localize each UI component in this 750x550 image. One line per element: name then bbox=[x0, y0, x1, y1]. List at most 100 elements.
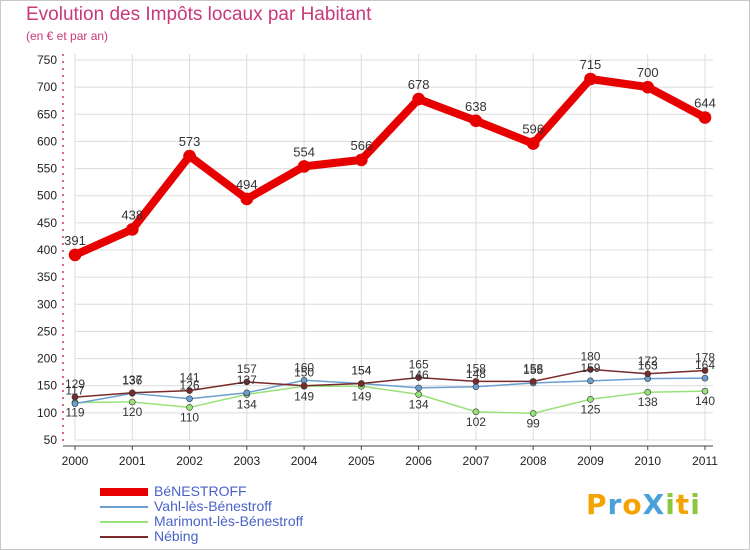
data-point bbox=[186, 395, 193, 403]
data-point bbox=[128, 398, 136, 406]
logo-letter: i bbox=[690, 488, 701, 521]
legend-item: BéNESTROFF bbox=[100, 483, 430, 499]
data-point bbox=[243, 389, 251, 397]
legend-swatch bbox=[100, 488, 148, 496]
data-label: 172 bbox=[638, 354, 658, 368]
data-label: 438 bbox=[121, 207, 143, 222]
legend-item: Marimont-lès-Bénestroff bbox=[100, 513, 430, 529]
data-point bbox=[240, 192, 254, 206]
data-label: 154 bbox=[351, 364, 371, 378]
axes: 50 100 150 200 250 300 350 400 450 500 550 600 650 70… bbox=[37, 53, 718, 468]
data-label: 700 bbox=[637, 65, 659, 80]
series-line-2 bbox=[74, 385, 706, 415]
x-tick-label: 2008 bbox=[520, 454, 547, 468]
data-label: 120 bbox=[122, 405, 142, 419]
x-tick-label: 2003 bbox=[233, 454, 260, 468]
data-point bbox=[584, 72, 597, 86]
data-label: 715 bbox=[580, 57, 602, 72]
y-tick-label: 500 bbox=[37, 189, 57, 203]
data-point bbox=[300, 382, 308, 390]
series-line-0 bbox=[71, 75, 709, 259]
x-tick-label: 2004 bbox=[291, 454, 318, 468]
data-label: 136 bbox=[122, 373, 142, 387]
chart-title: Evolution des Impôts locaux par Habitant bbox=[26, 4, 372, 25]
proxiti-logo: ProXiti bbox=[586, 488, 701, 521]
data-label: 141 bbox=[180, 371, 200, 385]
data-point bbox=[644, 388, 652, 396]
x-tick-label: 2001 bbox=[119, 454, 146, 468]
data-label: 134 bbox=[409, 397, 429, 411]
data-point bbox=[529, 410, 537, 417]
data-point bbox=[469, 114, 483, 128]
data-label: 99 bbox=[527, 416, 541, 430]
data-point bbox=[472, 408, 480, 416]
data-point bbox=[587, 366, 594, 373]
data-label: 573 bbox=[179, 134, 201, 149]
data-label: 149 bbox=[294, 389, 314, 403]
data-label: 146 bbox=[409, 368, 429, 382]
legend-label: Nébing bbox=[154, 528, 199, 544]
y-tick-label: 750 bbox=[37, 53, 57, 67]
y-tick-label: 650 bbox=[37, 107, 57, 121]
y-tick-label: 700 bbox=[37, 80, 57, 94]
y-tick-label: 350 bbox=[37, 270, 57, 284]
data-point bbox=[71, 393, 79, 401]
data-point bbox=[701, 387, 709, 395]
logo-letter: P bbox=[586, 488, 608, 521]
y-tick-label: 550 bbox=[37, 162, 57, 176]
data-label: 137 bbox=[237, 373, 257, 387]
data-point bbox=[701, 367, 709, 374]
data-label: 140 bbox=[695, 394, 715, 408]
y-tick-label: 50 bbox=[44, 433, 58, 447]
data-point bbox=[472, 378, 480, 385]
data-point bbox=[415, 374, 422, 381]
y-tick-label: 250 bbox=[37, 324, 57, 338]
data-point bbox=[701, 374, 709, 382]
data-point bbox=[71, 400, 79, 407]
data-point bbox=[128, 389, 136, 397]
data-label: 159 bbox=[580, 361, 600, 375]
data-label: 117 bbox=[65, 384, 84, 398]
data-label: 160 bbox=[294, 360, 314, 374]
data-label: 134 bbox=[237, 397, 257, 411]
x-tick-label: 2006 bbox=[405, 454, 432, 468]
y-tick-label: 100 bbox=[37, 406, 57, 420]
data-label: 126 bbox=[180, 379, 200, 393]
data-label: 129 bbox=[65, 377, 85, 391]
data-label: 554 bbox=[293, 144, 315, 159]
data-label: 678 bbox=[408, 77, 430, 92]
data-point bbox=[526, 137, 540, 150]
logo-letter: r bbox=[607, 488, 623, 521]
data-label: 165 bbox=[409, 358, 429, 372]
data-point bbox=[186, 387, 193, 394]
legend-swatch bbox=[100, 521, 148, 523]
data-label: 391 bbox=[64, 233, 86, 248]
data-label: 110 bbox=[180, 410, 199, 424]
data-point bbox=[529, 378, 537, 385]
data-label: 163 bbox=[638, 359, 658, 373]
data-label: 178 bbox=[695, 351, 715, 365]
data-point bbox=[412, 92, 425, 106]
legend: BéNESTROFF Vahl-lès-Bénestroff Marimont-lè… bbox=[100, 483, 430, 544]
y-tick-label: 450 bbox=[37, 216, 57, 230]
data-point bbox=[472, 383, 480, 391]
data-point bbox=[587, 377, 594, 385]
data-label: 158 bbox=[523, 361, 543, 375]
data-point bbox=[415, 384, 422, 392]
x-tick-label: 2010 bbox=[634, 454, 661, 468]
data-point bbox=[243, 378, 251, 386]
data-point bbox=[68, 248, 82, 262]
data-point bbox=[183, 149, 196, 163]
data-point bbox=[415, 391, 422, 398]
data-label: 164 bbox=[695, 358, 715, 372]
x-tick-label: 2007 bbox=[463, 454, 490, 468]
logo-letter: o bbox=[622, 488, 643, 521]
series-line-3 bbox=[74, 368, 706, 398]
data-label: 148 bbox=[466, 367, 486, 381]
data-label: 157 bbox=[237, 362, 257, 376]
x-tick-label: 2002 bbox=[176, 454, 203, 468]
y-tick-label: 200 bbox=[37, 352, 57, 366]
